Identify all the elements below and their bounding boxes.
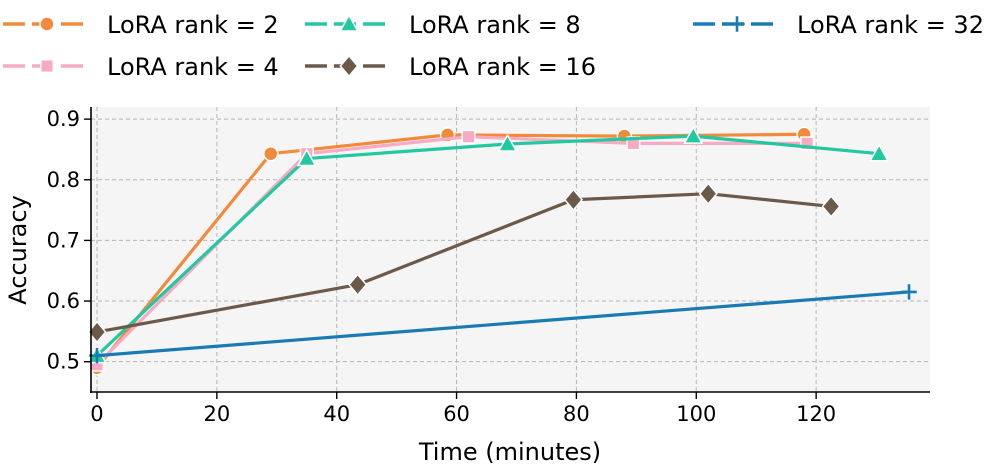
legend-swatch-marker bbox=[39, 16, 55, 32]
legend-swatch-marker bbox=[338, 13, 360, 32]
x-tick-label: 80 bbox=[563, 402, 590, 426]
data-point bbox=[698, 182, 718, 206]
legend-swatch-marker bbox=[339, 54, 359, 78]
legend-swatch-marker bbox=[729, 16, 745, 32]
series-layer bbox=[86, 125, 917, 376]
data-point bbox=[296, 148, 317, 167]
x-tick-label: 20 bbox=[203, 402, 230, 426]
series-5 bbox=[89, 284, 917, 364]
data-point bbox=[821, 195, 841, 218]
legend-label: LoRA rank = 16 bbox=[409, 53, 596, 81]
legend-label: LoRA rank = 32 bbox=[797, 11, 984, 39]
data-point bbox=[348, 273, 368, 296]
y-tick-label: 0.8 bbox=[47, 168, 80, 192]
y-tick-label: 0.6 bbox=[47, 289, 80, 313]
data-point bbox=[683, 125, 704, 144]
legend-item: LoRA rank = 32 bbox=[693, 11, 984, 39]
data-point bbox=[869, 143, 890, 162]
data-point bbox=[901, 284, 917, 300]
series-3 bbox=[86, 125, 890, 364]
data-point bbox=[461, 129, 476, 144]
x-tick-label: 120 bbox=[796, 402, 836, 426]
legend-label: LoRA rank = 2 bbox=[107, 11, 279, 39]
legend-item: LoRA rank = 2 bbox=[3, 11, 279, 39]
data-point bbox=[563, 188, 584, 212]
y-tick-label: 0.5 bbox=[47, 350, 80, 374]
x-tick-label: 60 bbox=[443, 402, 470, 426]
y-axis-label: Accuracy bbox=[4, 195, 32, 305]
data-point bbox=[497, 133, 518, 152]
x-axis-label: Time (minutes) bbox=[418, 438, 601, 466]
data-point bbox=[263, 145, 279, 162]
y-tick-label: 0.7 bbox=[47, 228, 80, 252]
data-point bbox=[89, 347, 105, 364]
x-tick-label: 100 bbox=[676, 402, 716, 426]
ticks: 0 20 40 60 80 100 120 0.5 0.6 0.7 0.8 0.9 bbox=[47, 107, 837, 426]
grid bbox=[91, 107, 930, 392]
legend-item: LoRA rank = 8 bbox=[305, 11, 581, 39]
y-tick-label: 0.9 bbox=[47, 107, 80, 131]
x-tick-label: 40 bbox=[323, 402, 350, 426]
x-tick-label: 0 bbox=[90, 402, 103, 426]
legend-swatch-marker bbox=[39, 58, 55, 74]
series-line bbox=[96, 290, 910, 358]
legend-item: LoRA rank = 4 bbox=[3, 53, 279, 81]
legend-label: LoRA rank = 8 bbox=[409, 11, 581, 39]
legend-label: LoRA rank = 4 bbox=[107, 53, 279, 81]
legend: LoRA rank = 2 LoRA rank = 4 LoRA rank = 8 L… bbox=[3, 11, 984, 81]
legend-item: LoRA rank = 16 bbox=[305, 53, 596, 81]
